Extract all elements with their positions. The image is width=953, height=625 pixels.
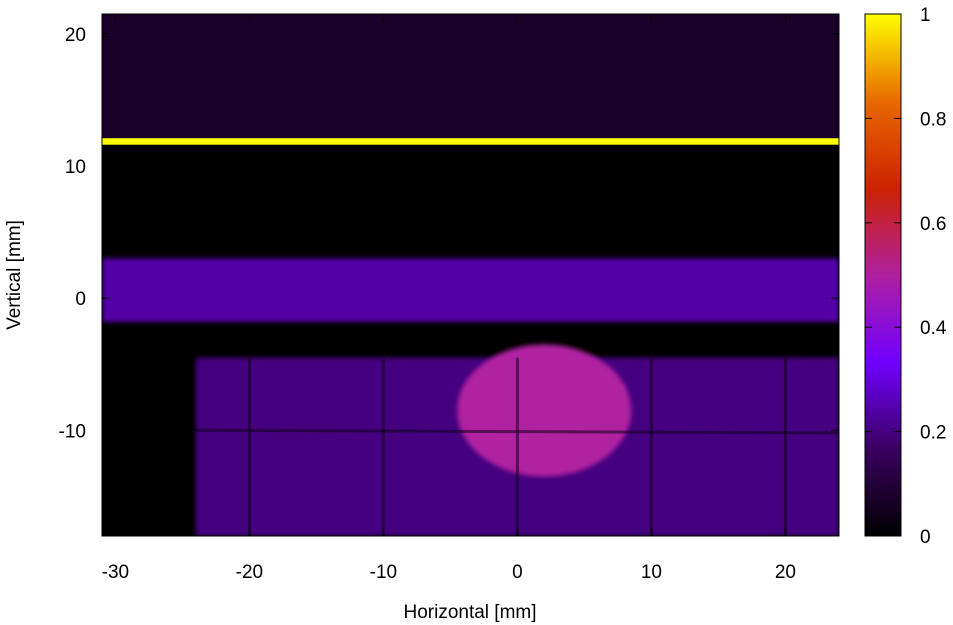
- y-tick-label: 20: [65, 25, 86, 46]
- colorbar-tick-label: 1: [920, 5, 931, 26]
- plot-area: [102, 14, 839, 536]
- x-tick-label: -20: [236, 562, 263, 583]
- x-axis-title: Horizontal [mm]: [403, 602, 536, 623]
- y-axis: -10 0 10 20: [59, 25, 839, 442]
- colorbar: [864, 13, 902, 537]
- x-tick-label: -30: [102, 562, 129, 583]
- structure-line: [195, 428, 839, 435]
- colorbar-tick-label: 0.4: [920, 318, 947, 339]
- colorbar-tick-label: 0.2: [920, 423, 946, 444]
- y-tick-label: 10: [65, 157, 86, 178]
- colorbar-tick-label: 0.6: [920, 214, 946, 235]
- colorbar-tick-label: 0: [920, 527, 931, 548]
- colorbar-axis: 0 0.2 0.4 0.6 0.8 1: [865, 5, 947, 548]
- y-tick-label: -10: [59, 421, 86, 442]
- horizontal-band-cell: [102, 258, 839, 322]
- x-tick-label: 10: [641, 562, 662, 583]
- dark-band-cell: [102, 144, 839, 259]
- top-faint-region-cell: [102, 14, 839, 140]
- x-tick-label: 0: [512, 562, 523, 583]
- x-tick-label: 20: [775, 562, 796, 583]
- x-tick-label: -10: [370, 562, 397, 583]
- y-axis-title: Vertical [mm]: [4, 220, 25, 330]
- bright-horizontal-line-cell: [102, 138, 839, 145]
- y-tick-label: 0: [75, 289, 86, 310]
- central-spot-cell: [457, 344, 632, 477]
- colorbar-tick-label: 0.8: [920, 109, 946, 130]
- x-axis: -30 -20 -10 0 10 20: [102, 14, 796, 583]
- plot-frame: [101, 13, 840, 537]
